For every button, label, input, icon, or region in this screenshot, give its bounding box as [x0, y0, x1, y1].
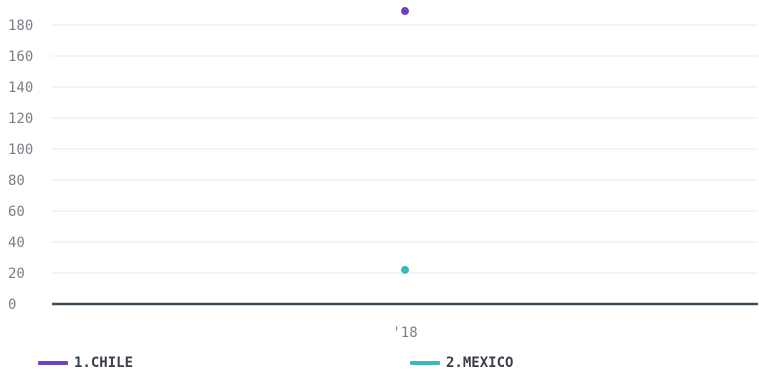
y-tick-label: 160: [8, 49, 33, 65]
y-tick-label: 80: [8, 173, 25, 189]
gridlines: [52, 24, 758, 274]
legend-item-mexico[interactable]: 2.MEXICO: [410, 355, 513, 371]
legend-label-mexico: 2.MEXICO: [446, 355, 514, 371]
y-tick-label: 100: [8, 142, 33, 158]
data-points: [400, 6, 410, 275]
x-tick-label: '18: [392, 325, 417, 341]
y-tick-label: 40: [8, 235, 25, 251]
legend-label-chile: 1.CHILE: [74, 355, 134, 371]
y-tick-label: 140: [8, 80, 33, 96]
x-axis-tick-labels: '18: [392, 325, 417, 341]
y-tick-label: 60: [8, 204, 25, 220]
data-point-chile[interactable]: [400, 6, 410, 17]
y-axis-tick-labels: 0 20 40 60 80 100 120 140 160 180: [8, 18, 33, 313]
y-tick-label: 20: [8, 266, 25, 282]
y-tick-label: 0: [8, 297, 16, 313]
legend-item-chile[interactable]: 1.CHILE: [38, 355, 133, 371]
data-point-mexico[interactable]: [400, 264, 410, 275]
legend-swatch-chile: [38, 361, 68, 365]
legend-swatch-mexico: [410, 361, 440, 365]
y-tick-label: 120: [8, 111, 33, 127]
y-tick-label: 180: [8, 18, 33, 34]
